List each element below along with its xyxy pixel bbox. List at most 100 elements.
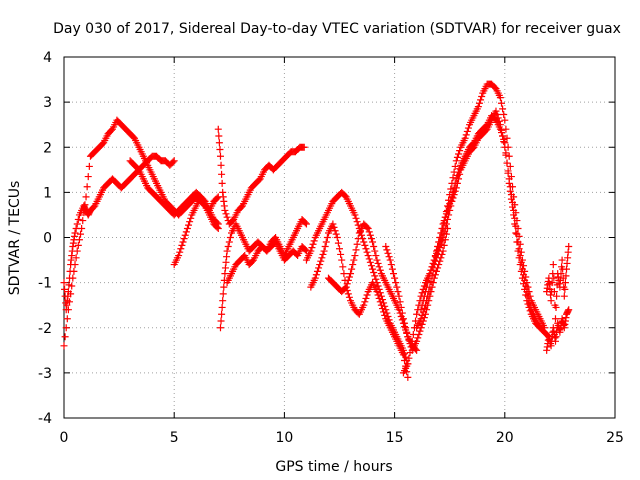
data-point [362, 294, 370, 302]
data-point [315, 264, 323, 272]
data-point [62, 324, 70, 332]
data-point [313, 267, 321, 275]
y-axis-label: SDTVAR / TECUs [7, 181, 23, 296]
data-point [549, 261, 557, 269]
series-track-14 [382, 224, 451, 354]
data-point [332, 230, 340, 238]
data-point [397, 303, 405, 311]
data-point [509, 199, 517, 207]
series-track-1 [60, 152, 178, 314]
data-point [521, 276, 529, 284]
data-point [216, 146, 224, 154]
data-point [561, 279, 569, 287]
data-point [475, 99, 483, 107]
data-point [175, 252, 183, 260]
data-point [500, 111, 508, 119]
y-tick-label: -2 [38, 321, 52, 337]
data-point [506, 162, 514, 170]
data-point [464, 124, 472, 132]
series-track-3 [126, 157, 222, 232]
data-point [330, 223, 338, 231]
data-point [451, 162, 459, 170]
data-point [497, 126, 505, 134]
data-point [515, 245, 523, 253]
data-point [453, 153, 461, 161]
data-point [366, 231, 374, 239]
data-point [547, 297, 555, 305]
data-point [550, 288, 558, 296]
data-point [524, 292, 532, 300]
data-point [561, 285, 569, 293]
data-point [385, 253, 393, 261]
data-point [74, 215, 82, 223]
data-point [316, 261, 324, 269]
data-point [361, 241, 369, 249]
x-tick-label: 0 [60, 430, 69, 446]
data-point [365, 228, 373, 236]
data-point [329, 220, 337, 228]
series-track-2 [60, 116, 222, 350]
data-point [180, 235, 188, 243]
data-point [363, 223, 371, 231]
data-point [218, 179, 226, 187]
data-point [61, 285, 69, 293]
data-point [217, 317, 225, 325]
data-point [418, 320, 426, 328]
data-point [455, 175, 463, 183]
series-track-11 [399, 80, 548, 377]
data-point [341, 284, 349, 292]
data-point [178, 241, 186, 249]
data-point [226, 234, 234, 241]
data-point [429, 279, 437, 287]
data-point [213, 219, 221, 227]
data-point [391, 274, 399, 282]
data-point [67, 290, 75, 298]
data-point [216, 324, 224, 332]
data-point [336, 245, 343, 253]
data-point [557, 270, 565, 278]
data-point [352, 214, 360, 222]
data-point [496, 121, 504, 129]
data-point [374, 259, 382, 267]
data-point [373, 256, 381, 264]
data-point [503, 159, 511, 167]
data-point [169, 158, 177, 166]
data-point [81, 201, 89, 209]
data-point [398, 309, 406, 317]
y-tick-label: -3 [38, 366, 52, 382]
data-point [183, 224, 191, 232]
data-point [419, 317, 427, 325]
data-point [308, 244, 316, 252]
data-point [301, 246, 309, 254]
data-point [376, 266, 384, 274]
data-point [321, 243, 329, 251]
data-point [351, 252, 359, 260]
data-point [550, 274, 558, 282]
data-point [215, 139, 223, 147]
y-tick-label: 2 [43, 140, 52, 156]
data-point [375, 263, 383, 271]
data-point [560, 292, 568, 300]
data-point [370, 268, 378, 276]
data-point [371, 247, 379, 255]
data-point [339, 263, 347, 271]
data-point [388, 265, 396, 273]
data-point [177, 245, 185, 253]
data-point [354, 235, 362, 243]
data-point [71, 229, 79, 237]
data-point [185, 221, 193, 229]
data-point [445, 211, 453, 219]
data-point [392, 279, 400, 287]
data-point [523, 288, 531, 296]
data-point [505, 175, 513, 183]
data-point [338, 256, 346, 264]
data-point [219, 297, 227, 305]
data-point [417, 324, 425, 332]
data-point [348, 265, 356, 273]
data-point [320, 247, 328, 255]
data-point [565, 306, 573, 314]
data-point [73, 247, 81, 255]
data-point [462, 131, 470, 139]
y-tick-label: 3 [43, 95, 52, 111]
data-point [75, 236, 83, 244]
